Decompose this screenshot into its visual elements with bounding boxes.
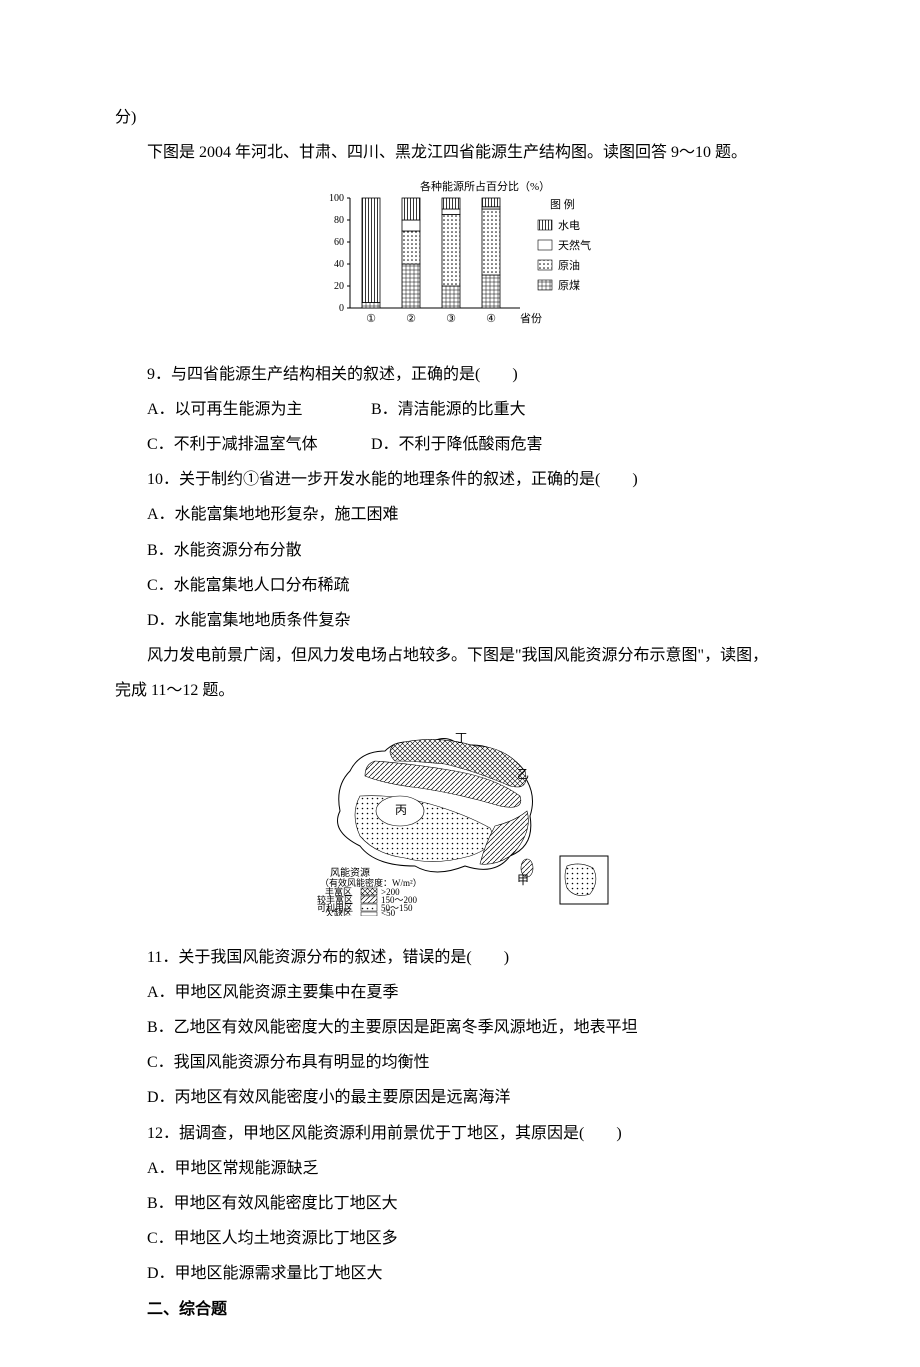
energy-bar-chart: 各种能源所占百分比（%） 0 20 40 60 80 100 [310,178,610,333]
svg-text:丙: 丙 [395,803,407,817]
svg-text:天然气: 天然气 [558,238,591,252]
chart-bars [362,198,500,308]
q10-opt-b: B．水能资源分布分散 [115,533,805,568]
svg-text:④: ④ [486,313,496,325]
svg-text:原油: 原油 [558,258,580,272]
q10-opt-d: D．水能富集地地质条件复杂 [115,603,805,638]
svg-text:丁: 丁 [455,731,467,745]
svg-text:甲: 甲 [517,873,529,887]
q9-opt-c: C．不利于减排温室气体 [147,427,371,462]
svg-text:欠缺区: 欠缺区 [325,907,352,916]
q9-opts-row2: C．不利于减排温室气体 D．不利于降低酸雨危害 [115,427,805,462]
svg-text:乙: 乙 [517,767,529,781]
q9-opt-b: B．清洁能源的比重大 [371,392,526,427]
q12-opt-b: B．甲地区有效风能密度比丁地区大 [115,1186,805,1221]
q12-opt-c: C．甲地区人均土地资源比丁地区多 [115,1221,805,1256]
q11-opt-d: D．丙地区有效风能密度小的最主要原因是远离海洋 [115,1080,805,1115]
q11-opt-b: B．乙地区有效风能密度大的主要原因是距离冬季风源地近，地表平坦 [115,1010,805,1045]
figure-energy-structure: 各种能源所占百分比（%） 0 20 40 60 80 100 [115,178,805,346]
chart-title: 各种能源所占百分比（%） [420,179,550,193]
svg-text:60: 60 [334,237,344,248]
q12-opt-d: D．甲地区能源需求量比丁地区大 [115,1256,805,1291]
svg-text:0: 0 [339,303,344,314]
intro-11-12-a: 风力发电前景广阔，但风力发电场占地较多。下图是"我国风能资源分布示意图"，读图， [115,638,805,673]
svg-text:20: 20 [334,281,344,292]
q11-opt-c: C．我国风能资源分布具有明显的均衡性 [115,1045,805,1080]
intro-11-12-b: 完成 11～12 题。 [115,673,805,708]
map-inset [560,856,608,904]
svg-text:80: 80 [334,215,344,226]
svg-text:原煤: 原煤 [558,279,580,292]
svg-text:40: 40 [334,259,344,270]
chart-x-labels: ① ② ③ ④ 省份 [366,312,542,325]
svg-text:②: ② [406,313,416,325]
svg-text:<50: <50 [381,908,396,916]
q11-stem: 11．关于我国风能资源分布的叙述，错误的是( ) [115,940,805,975]
figure-wind-map: 丁 乙 丙 甲 风能资源 （有效风能密度：W/m²） 丰富区 >200 较丰富区… [115,716,805,929]
q9-stem: 9．与四省能源生产结构相关的叙述，正确的是( ) [115,357,805,392]
prev-fragment: 分) [115,100,805,135]
q10-stem: 10．关于制约①省进一步开发水能的地理条件的叙述，正确的是( ) [115,462,805,497]
svg-text:省份: 省份 [520,312,542,325]
q10-opt-c: C．水能富集地人口分布稀疏 [115,568,805,603]
q9-opt-a: A．以可再生能源为主 [147,392,371,427]
section-2-heading: 二、综合题 [115,1292,805,1327]
svg-text:100: 100 [329,193,344,204]
q12-stem: 12．据调查，甲地区风能资源利用前景优于丁地区，其原因是( ) [115,1116,805,1151]
svg-text:③: ③ [446,313,456,325]
intro-9-10: 下图是 2004 年河北、甘肃、四川、黑龙江四省能源生产结构图。读图回答 9～1… [115,135,805,170]
q10-opt-a: A．水能富集地地形复杂，施工困难 [115,497,805,532]
svg-text:图 例: 图 例 [550,197,575,211]
q11-opt-a: A．甲地区风能资源主要集中在夏季 [115,975,805,1010]
chart-legend: 图 例 水电 天然气 原油 原煤 [538,197,591,292]
svg-text:①: ① [366,313,376,325]
q9-opt-d: D．不利于降低酸雨危害 [371,427,543,462]
wind-map: 丁 乙 丙 甲 风能资源 （有效风能密度：W/m²） 丰富区 >200 较丰富区… [305,716,615,916]
q9-opts-row1: A．以可再生能源为主 B．清洁能源的比重大 [115,392,805,427]
map-legend: 风能资源 （有效风能密度：W/m²） 丰富区 >200 较丰富区 150～200… [317,866,422,916]
svg-text:水电: 水电 [558,219,580,232]
q12-opt-a: A．甲地区常规能源缺乏 [115,1151,805,1186]
